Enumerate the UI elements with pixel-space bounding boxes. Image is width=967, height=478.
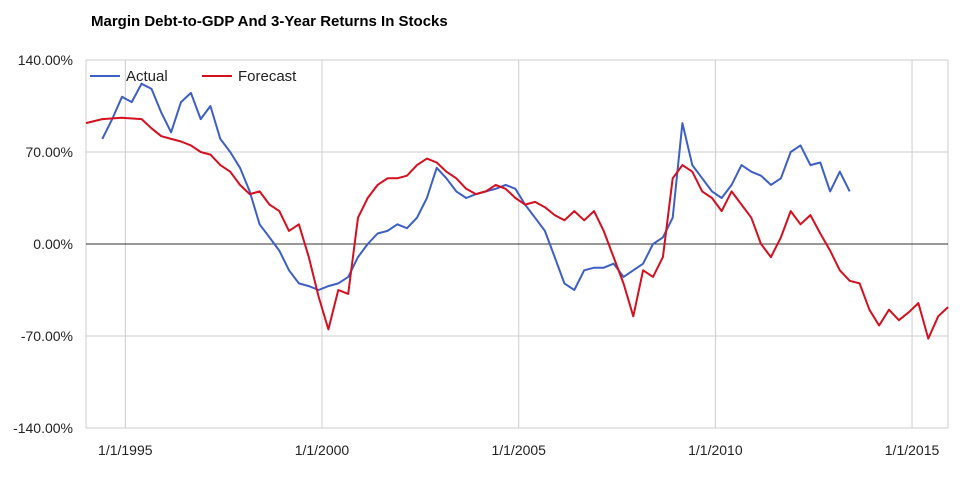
chart-title: Margin Debt-to-GDP And 3-Year Returns In… bbox=[91, 13, 448, 30]
x-tick-label: 1/1/2015 bbox=[885, 442, 940, 458]
legend: Actual Forecast bbox=[90, 68, 297, 85]
y-gridlines bbox=[86, 59, 948, 429]
series-line-forecast bbox=[85, 116, 949, 340]
y-tick-label: 70.00% bbox=[26, 144, 73, 160]
y-tick-label: -70.00% bbox=[21, 328, 73, 344]
y-tick-label: 140.00% bbox=[18, 52, 73, 68]
x-tick-label: 1/1/1995 bbox=[98, 442, 153, 458]
x-tick-label: 1/1/2005 bbox=[491, 442, 546, 458]
series-line-actual bbox=[101, 82, 851, 291]
y-tick-labels: 140.00% 70.00% 0.00% -70.00% -140.00% bbox=[13, 52, 73, 436]
x-tick-labels: 1/1/1995 1/1/2000 1/1/2005 1/1/2010 1/1/2015 bbox=[98, 442, 939, 458]
y-tick-label: -140.00% bbox=[13, 420, 73, 436]
legend-label-actual: Actual bbox=[126, 68, 168, 85]
x-tick-label: 1/1/2000 bbox=[295, 442, 350, 458]
series-lines bbox=[85, 82, 949, 340]
legend-label-forecast: Forecast bbox=[238, 68, 297, 85]
y-tick-label: 0.00% bbox=[33, 236, 73, 252]
x-tick-label: 1/1/2010 bbox=[688, 442, 743, 458]
